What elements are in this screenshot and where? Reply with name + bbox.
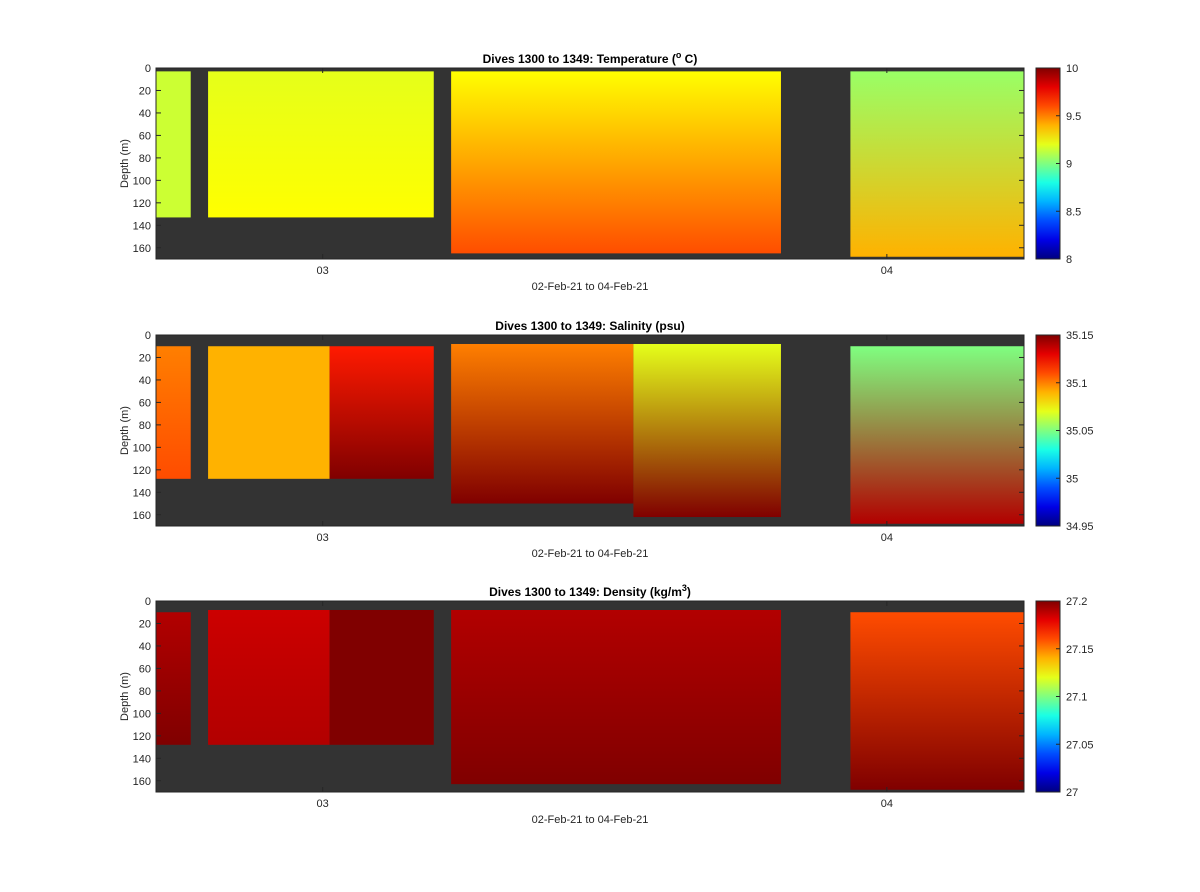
data-region <box>156 612 191 745</box>
y-tick-label: 140 <box>133 220 151 232</box>
data-region <box>329 346 434 479</box>
x-axis-label: 02-Feb-21 to 04-Feb-21 <box>532 281 649 293</box>
colorbar-tick-label: 35.15 <box>1066 330 1094 342</box>
x-axis-label: 02-Feb-21 to 04-Feb-21 <box>532 814 649 826</box>
data-region <box>156 346 191 479</box>
data-region <box>850 612 1024 790</box>
y-tick-label: 40 <box>139 375 151 387</box>
data-region <box>329 609 434 745</box>
data-region <box>208 609 330 745</box>
data-region <box>633 343 781 518</box>
data-region <box>850 346 1024 524</box>
axes-box <box>155 600 1025 793</box>
y-axis-label: Depth (m) <box>119 672 131 721</box>
y-tick-label: 120 <box>133 198 151 210</box>
y-tick-label: 80 <box>139 153 151 165</box>
y-tick-label: 20 <box>139 618 151 630</box>
y-tick-label: 60 <box>139 663 151 675</box>
data-region <box>451 71 781 254</box>
colorbar-tick-label: 35.05 <box>1066 426 1094 438</box>
y-tick-label: 160 <box>133 243 151 255</box>
chart-panel: 0 20 40 60 80 100 120 140 160 03 04 Dives 1300 to 1… <box>119 50 1081 293</box>
data-region <box>208 346 330 479</box>
chart-panel: 0 20 40 60 80 100 120 140 160 03 04 Dives 1300 to 1… <box>119 319 1094 560</box>
y-tick-label: 0 <box>145 330 151 342</box>
y-tick-label: 0 <box>145 63 151 75</box>
colorbar-tick-label: 27 <box>1066 787 1078 799</box>
x-tick-label: 03 <box>317 798 329 810</box>
y-tick-label: 120 <box>133 465 151 477</box>
x-tick-label: 04 <box>881 798 893 810</box>
y-tick-label: 100 <box>133 708 151 720</box>
x-tick-label: 04 <box>881 265 893 277</box>
colorbar-tick-label: 10 <box>1066 63 1078 75</box>
y-axis-label: Depth (m) <box>119 139 131 188</box>
y-tick-label: 40 <box>139 108 151 120</box>
colorbar-tick-label: 35.1 <box>1066 378 1087 390</box>
colorbar-tick-label: 27.1 <box>1066 692 1087 704</box>
colorbar-tick-label: 9 <box>1066 159 1072 171</box>
x-axis-label: 02-Feb-21 to 04-Feb-21 <box>532 548 649 560</box>
data-region <box>208 71 434 218</box>
chart-title: Dives 1300 to 1349: Temperature (o C) <box>483 50 698 66</box>
colorbar-tick-label: 8 <box>1066 254 1072 266</box>
y-tick-label: 60 <box>139 130 151 142</box>
y-tick-label: 80 <box>139 686 151 698</box>
y-tick-label: 20 <box>139 85 151 97</box>
x-tick-label: 03 <box>317 265 329 277</box>
y-tick-label: 20 <box>139 352 151 364</box>
y-tick-label: 0 <box>145 596 151 608</box>
y-tick-label: 100 <box>133 175 151 187</box>
y-tick-label: 140 <box>133 753 151 765</box>
x-tick-label: 04 <box>881 532 893 544</box>
colorbar-tick-label: 8.5 <box>1066 206 1081 218</box>
colorbar-tick-label: 27.05 <box>1066 739 1094 751</box>
data-region <box>451 343 634 504</box>
y-tick-label: 40 <box>139 641 151 653</box>
colorbar-tick-label: 9.5 <box>1066 111 1081 123</box>
chart-title: Dives 1300 to 1349: Salinity (psu) <box>495 319 684 333</box>
y-tick-label: 120 <box>133 731 151 743</box>
x-tick-label: 03 <box>317 532 329 544</box>
colorbar-tick-label: 34.95 <box>1066 521 1094 533</box>
chart-title: Dives 1300 to 1349: Density (kg/m3) <box>489 583 691 599</box>
y-tick-label: 160 <box>133 510 151 522</box>
colorbar-tick-label: 27.2 <box>1066 596 1087 608</box>
colorbar-tick-label: 35 <box>1066 473 1078 485</box>
data-region <box>451 609 781 785</box>
y-tick-label: 100 <box>133 442 151 454</box>
y-tick-label: 80 <box>139 420 151 432</box>
data-region <box>850 71 1024 257</box>
y-tick-label: 160 <box>133 776 151 788</box>
colorbar-tick-label: 27.15 <box>1066 644 1094 656</box>
y-tick-label: 60 <box>139 397 151 409</box>
chart-panel: 0 20 40 60 80 100 120 140 160 03 04 Dives 1300 to 1… <box>119 583 1094 826</box>
axes-box <box>155 67 1025 260</box>
y-axis-label: Depth (m) <box>119 406 131 455</box>
data-region <box>156 71 191 218</box>
axes-box <box>155 334 1025 527</box>
y-tick-label: 140 <box>133 487 151 499</box>
